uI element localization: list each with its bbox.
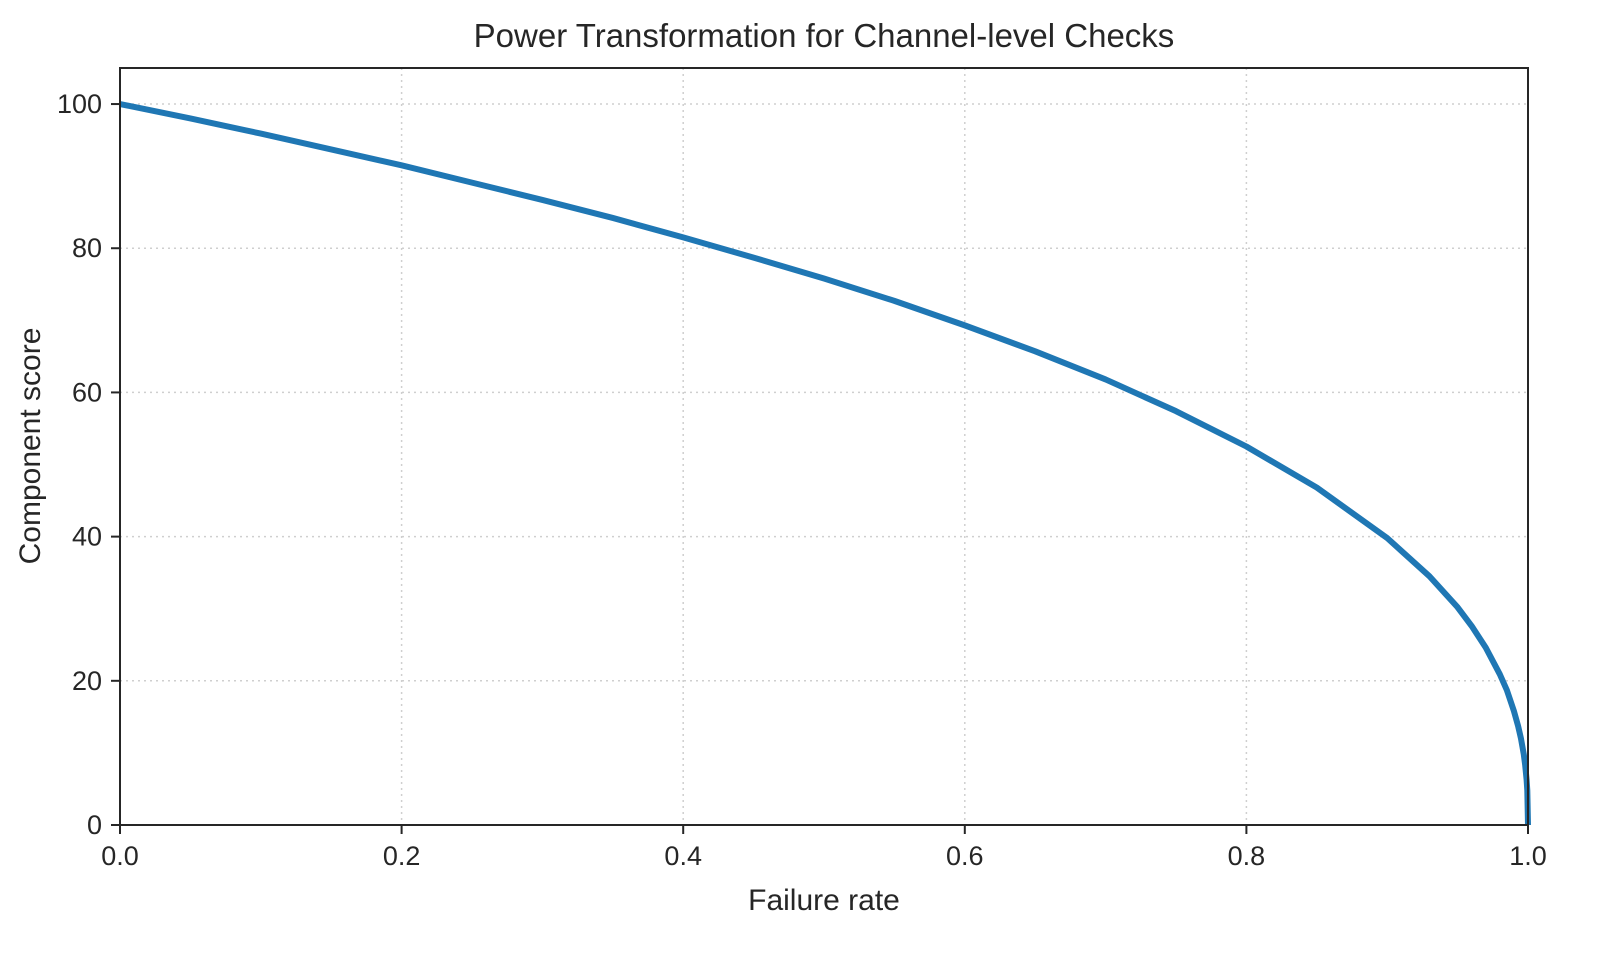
x-tick-label: 0.2	[383, 841, 421, 871]
series-line	[119, 101, 1531, 826]
x-tick-label: 0.4	[664, 841, 702, 871]
x-tick-label: 0.6	[946, 841, 984, 871]
x-tick-label: 0.0	[101, 841, 139, 871]
tick-labels: 0.0 0.2 0.4 0.6 0.8 1.0 0 20 40 60 80 100	[57, 89, 1547, 871]
x-tick-label: 1.0	[1509, 841, 1547, 871]
y-axis-label: Component score	[14, 328, 47, 565]
y-tick-label: 40	[72, 522, 102, 552]
axis-ticks	[111, 103, 1529, 834]
y-tick-label: 20	[72, 666, 102, 696]
y-tick-label: 60	[72, 377, 102, 407]
x-axis-label: Failure rate	[748, 884, 900, 917]
x-tick-label: 0.8	[1228, 841, 1266, 871]
grid-lines	[120, 68, 1528, 826]
axes-spines	[119, 67, 1529, 826]
plot-border	[119, 67, 1529, 826]
y-tick-label: 100	[57, 89, 102, 119]
line-series	[119, 101, 1531, 826]
y-tick-label: 80	[72, 233, 102, 263]
y-tick-label: 0	[87, 810, 102, 840]
chart-title: Power Transformation for Channel-level C…	[474, 17, 1175, 54]
